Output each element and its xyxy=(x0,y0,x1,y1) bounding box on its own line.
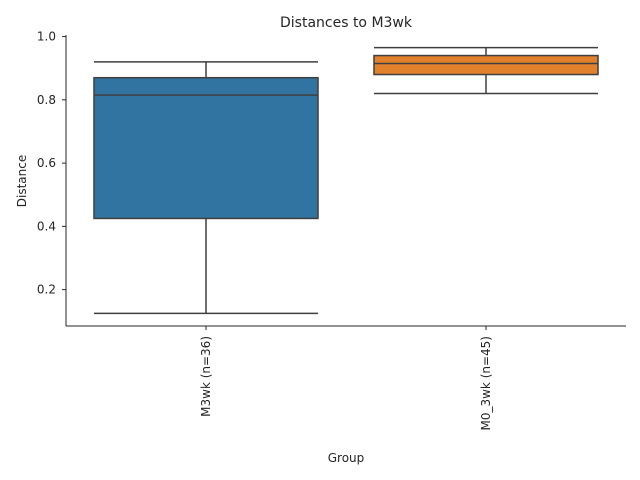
y-axis-ticks: 0.2 0.4 0.6 0.8 1.0 xyxy=(37,30,66,297)
box-iqr xyxy=(93,76,319,220)
x-axis-ticks: M3wk (n=36) M0_3wk (n=45) xyxy=(199,326,493,431)
chart-title: Distances to M3wk xyxy=(280,15,413,31)
box-iqr xyxy=(373,54,599,76)
y-tick-label: 0.4 xyxy=(37,219,56,233)
x-tick-label: M3wk (n=36) xyxy=(199,336,213,417)
box-group xyxy=(93,61,319,315)
y-tick-label: 1.0 xyxy=(37,30,56,44)
box-group xyxy=(373,46,599,95)
x-axis-label: Group xyxy=(328,451,365,465)
y-tick-label: 0.8 xyxy=(37,93,56,107)
x-tick-label: M0_3wk (n=45) xyxy=(479,336,493,431)
y-axis-label: Distance xyxy=(15,155,29,207)
y-tick-label: 0.6 xyxy=(37,156,56,170)
plot-area xyxy=(93,46,599,315)
y-tick-label: 0.2 xyxy=(37,283,56,297)
